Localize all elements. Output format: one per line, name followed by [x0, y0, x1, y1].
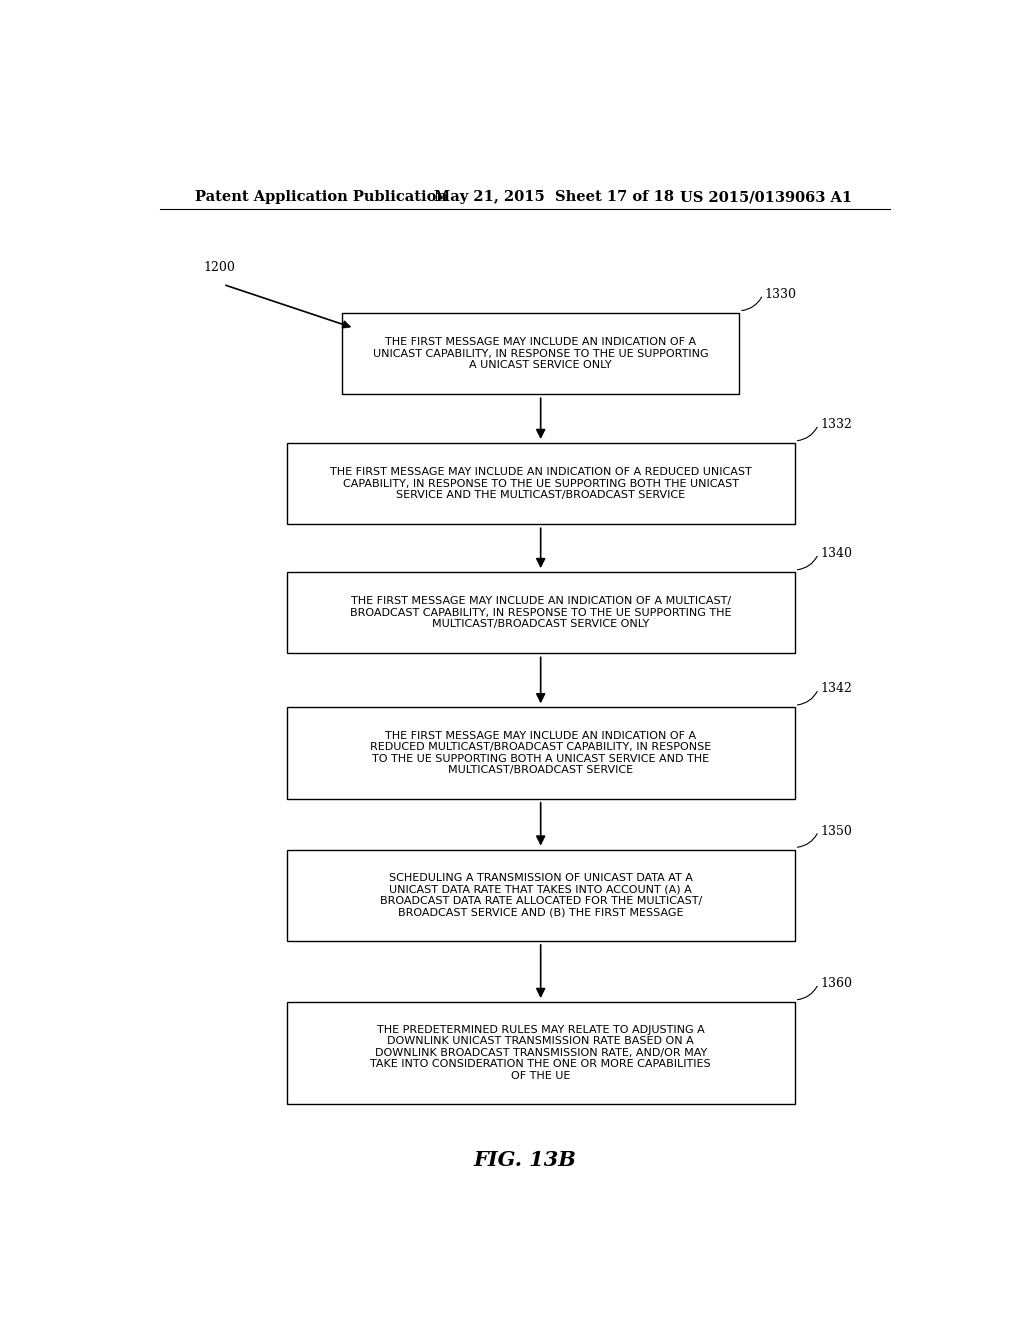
Text: May 21, 2015  Sheet 17 of 18: May 21, 2015 Sheet 17 of 18	[433, 190, 674, 205]
Text: 1332: 1332	[820, 418, 852, 432]
Text: SCHEDULING A TRANSMISSION OF UNICAST DATA AT A
UNICAST DATA RATE THAT TAKES INTO: SCHEDULING A TRANSMISSION OF UNICAST DAT…	[380, 873, 701, 917]
Text: 1200: 1200	[204, 261, 236, 275]
Text: FIG. 13B: FIG. 13B	[473, 1150, 577, 1170]
FancyBboxPatch shape	[287, 850, 795, 941]
FancyBboxPatch shape	[287, 708, 795, 799]
Text: THE PREDETERMINED RULES MAY RELATE TO ADJUSTING A
DOWNLINK UNICAST TRANSMISSION : THE PREDETERMINED RULES MAY RELATE TO AD…	[371, 1024, 711, 1081]
FancyBboxPatch shape	[287, 1002, 795, 1104]
Text: THE FIRST MESSAGE MAY INCLUDE AN INDICATION OF A
REDUCED MULTICAST/BROADCAST CAP: THE FIRST MESSAGE MAY INCLUDE AN INDICAT…	[370, 730, 712, 775]
Text: 1350: 1350	[820, 825, 852, 838]
FancyBboxPatch shape	[342, 313, 739, 395]
Text: 1340: 1340	[820, 548, 852, 560]
Text: THE FIRST MESSAGE MAY INCLUDE AN INDICATION OF A MULTICAST/
BROADCAST CAPABILITY: THE FIRST MESSAGE MAY INCLUDE AN INDICAT…	[350, 597, 731, 630]
FancyBboxPatch shape	[287, 444, 795, 524]
FancyBboxPatch shape	[287, 572, 795, 653]
Text: 1330: 1330	[765, 288, 797, 301]
Text: 1342: 1342	[820, 682, 852, 696]
Text: THE FIRST MESSAGE MAY INCLUDE AN INDICATION OF A REDUCED UNICAST
CAPABILITY, IN : THE FIRST MESSAGE MAY INCLUDE AN INDICAT…	[330, 467, 752, 500]
Text: 1360: 1360	[820, 977, 852, 990]
Text: Patent Application Publication: Patent Application Publication	[196, 190, 447, 205]
Text: THE FIRST MESSAGE MAY INCLUDE AN INDICATION OF A
UNICAST CAPABILITY, IN RESPONSE: THE FIRST MESSAGE MAY INCLUDE AN INDICAT…	[373, 337, 709, 370]
Text: US 2015/0139063 A1: US 2015/0139063 A1	[680, 190, 852, 205]
